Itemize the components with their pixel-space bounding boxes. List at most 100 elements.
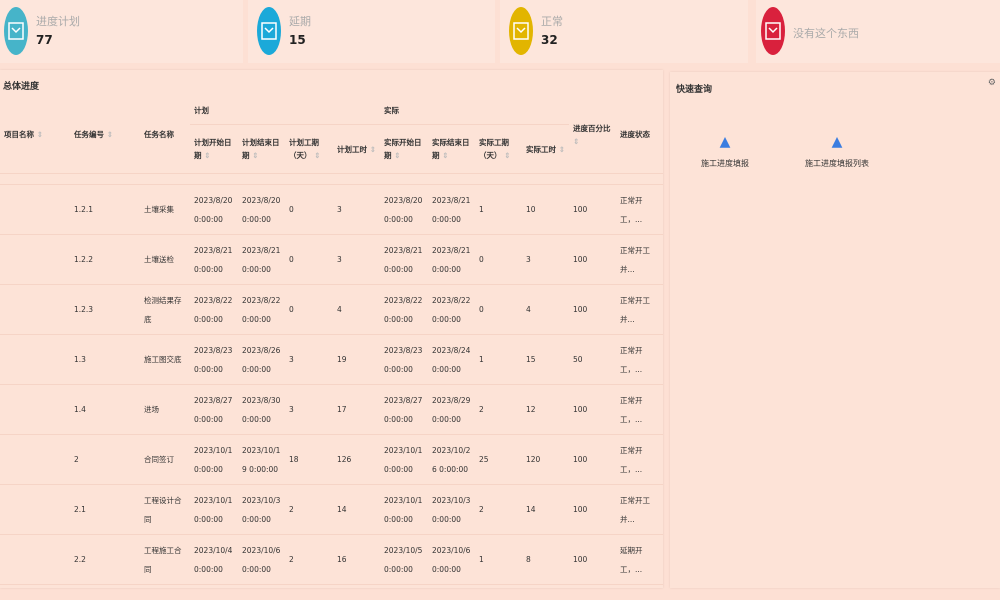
cell: 2023/8/21 0:00:00: [380, 234, 428, 285]
cell: 土壤采集: [140, 184, 190, 235]
column-header[interactable]: 进度百分比: [569, 96, 616, 174]
cell: 16: [333, 534, 380, 585]
column-header[interactable]: 计划结束日期: [238, 124, 285, 174]
column-header[interactable]: 实际工时: [522, 124, 569, 174]
stat-card[interactable]: 没有这个东西: [756, 0, 1000, 63]
cell: 2: [285, 484, 333, 535]
cell: 3: [333, 184, 380, 235]
cell: 14: [522, 484, 569, 535]
cell: 1: [475, 334, 522, 385]
cell: 8: [522, 534, 569, 585]
cell: 100: [569, 384, 616, 435]
cell: 2023/8/21 0:00:00: [238, 234, 285, 285]
cell: 3: [333, 234, 380, 285]
header-text: 实际工时: [526, 145, 565, 154]
card-value: 32: [541, 33, 558, 47]
header-row: 计划开始日期计划结束日期计划工期（天） 计划工时实际开始日期实际结束日期实际工期（…: [0, 124, 663, 174]
progress-table: 项目名称任务编号任务名称计划实际进度百分比进度状态计划开始日期计划结束日期计划工…: [0, 96, 663, 585]
cell: 2023/8/21 0:00:00: [190, 234, 238, 285]
settings-icon[interactable]: ⚙: [987, 78, 996, 88]
column-header[interactable]: 任务编号: [70, 96, 140, 174]
column-header[interactable]: 计划开始日期: [190, 124, 238, 174]
header-text: 实际工期（天）: [479, 138, 510, 160]
column-header[interactable]: 计划工期（天）: [285, 124, 333, 174]
header-text: 实际开始日期: [384, 138, 422, 160]
column-header[interactable]: 实际开始日期: [380, 124, 428, 174]
header-text: 计划工期（天）: [289, 138, 320, 160]
cell: 0: [475, 234, 522, 285]
cell: 100: [569, 534, 616, 585]
spacer: [0, 173, 663, 185]
cell: 100: [569, 484, 616, 535]
cell: 2023/8/27 0:00:00: [190, 384, 238, 435]
cell: 15: [522, 334, 569, 385]
cell: 合同签订: [140, 434, 190, 485]
cell: [0, 534, 70, 585]
column-header[interactable]: 任务名称: [140, 96, 190, 174]
cell: 1.2.3: [70, 284, 140, 335]
cell: 10: [522, 184, 569, 235]
column-header[interactable]: 计划工时: [333, 124, 380, 174]
table-row: 2.2 工程施工合同 2023/10/4 0:00:00 2023/10/6 0:00…: [0, 534, 663, 585]
column-header[interactable]: 进度状态: [616, 96, 663, 174]
cell: 2023/8/22 0:00:00: [190, 284, 238, 335]
cell: 1.2.1: [70, 184, 140, 235]
cell: 2.1: [70, 484, 140, 535]
cell: 1.2.2: [70, 234, 140, 285]
cell: [0, 334, 70, 385]
cell: 2023/8/22 0:00:00: [238, 284, 285, 335]
cell: 2023/10/4 0:00:00: [190, 534, 238, 585]
cell: 2023/10/26 0:00:00: [428, 434, 475, 485]
stat-card[interactable]: 延期 15: [248, 0, 495, 63]
cell: 1: [475, 184, 522, 235]
cell: 2023/10/1 0:00:00: [190, 484, 238, 535]
cell: 2023/8/22 0:00:00: [428, 284, 475, 335]
link-icon: ▲: [719, 134, 731, 150]
cell: 2023/10/1 0:00:00: [190, 434, 238, 485]
column-header[interactable]: 项目名称: [0, 96, 70, 174]
quick-link[interactable]: ▲ 施工进度填报: [670, 134, 780, 169]
cell: 25: [475, 434, 522, 485]
quick-panel: 快速查询 ⚙ ▲ 施工进度填报 ▲ 施工进度填报列表: [670, 72, 1000, 588]
cell: 2: [475, 484, 522, 535]
cell: 14: [333, 484, 380, 535]
cell: 正常开工并...: [616, 234, 663, 285]
table-row: 2.1 工程设计合同 2023/10/1 0:00:00 2023/10/3 0:00…: [0, 484, 663, 535]
cell: 正常开工，...: [616, 334, 663, 385]
column-header[interactable]: 实际结束日期: [428, 124, 475, 174]
table-row: 1.4 进场 2023/8/27 0:00:00 2023/8/30 0:00:00 3…: [0, 384, 663, 435]
header-text: 项目名称: [4, 130, 43, 139]
stat-card[interactable]: 正常 32: [500, 0, 748, 63]
cell: 2.2: [70, 534, 140, 585]
quick-link[interactable]: ▲ 施工进度填报列表: [782, 134, 892, 169]
table-row: 1.2.2 土壤送检 2023/8/21 0:00:00 2023/8/21 0:00…: [0, 234, 663, 285]
cell: 3: [285, 384, 333, 435]
column-header[interactable]: 实际工期（天）: [475, 124, 522, 174]
stat-card[interactable]: 进度计划 77: [0, 0, 243, 63]
cell: 2023/8/20 0:00:00: [238, 184, 285, 235]
cell: 4: [522, 284, 569, 335]
cell: 100: [569, 234, 616, 285]
card-value: 77: [36, 33, 53, 47]
card-label: 进度计划: [36, 15, 80, 28]
cell: 0: [285, 234, 333, 285]
link-icon: ▲: [831, 134, 843, 150]
cell: 2023/8/26 0:00:00: [238, 334, 285, 385]
cell: 正常开工，...: [616, 384, 663, 435]
spacer-row: [0, 173, 663, 185]
cell: 1.4: [70, 384, 140, 435]
header-text: 计划开始日期: [194, 138, 232, 160]
table-row: 1.2.3 检测结果存底 2023/8/22 0:00:00 2023/8/22 0:…: [0, 284, 663, 335]
cell: 3: [285, 334, 333, 385]
cell: 2023/10/3 0:00:00: [238, 484, 285, 535]
cell: 正常开工并...: [616, 484, 663, 535]
cell: 2023/8/29 0:00:00: [428, 384, 475, 435]
progress-panel: 总体进度 项目名称 任务编号 任务名称 计划 实际进度百分比进度状态计划开始日期计划结束…: [0, 70, 663, 588]
cell: 17: [333, 384, 380, 435]
card-label: 正常: [541, 15, 563, 28]
cell: 2: [475, 384, 522, 435]
cell: 2023/8/24 0:00:00: [428, 334, 475, 385]
cell: [0, 434, 70, 485]
header-row: 项目名称 任务编号 任务名称 计划 实际进度百分比进度状态: [0, 96, 663, 174]
cell: 1: [475, 534, 522, 585]
